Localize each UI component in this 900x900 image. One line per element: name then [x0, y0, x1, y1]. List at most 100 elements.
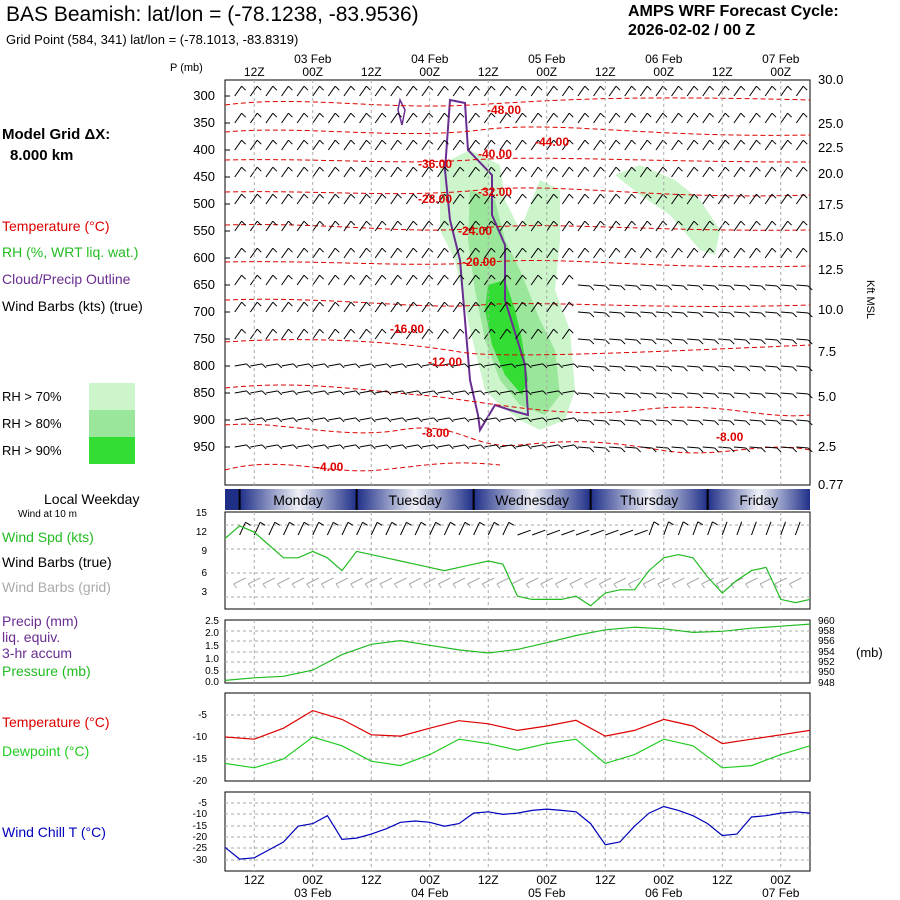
- xs-barb-flag: [293, 444, 298, 450]
- xs-barb: [343, 166, 352, 178]
- xs-barb-flag: [761, 312, 766, 318]
- xs-barb-flag: [615, 112, 621, 118]
- xs-barb-flag: [459, 247, 465, 253]
- wind-barb: [370, 522, 378, 536]
- grid-barb: [423, 577, 436, 585]
- xs-barb-flag: [615, 247, 621, 253]
- xs-barb-flag: [334, 247, 340, 253]
- xs-barb-flag: [475, 247, 480, 253]
- pressure-tick-label: 958: [818, 626, 835, 637]
- xs-barb: [655, 193, 664, 205]
- xs-barb-flag: [678, 193, 683, 199]
- wind-barb: [780, 521, 787, 536]
- xs-barb-flag: [620, 393, 626, 399]
- xs-barb-flag: [303, 85, 309, 91]
- xs-barb: [343, 274, 352, 286]
- wind-barb: [517, 529, 531, 536]
- xs-barb-flag: [288, 193, 293, 199]
- xs-barb: [296, 85, 305, 97]
- xs-barb-flag: [449, 363, 454, 369]
- xs-barb: [483, 247, 492, 259]
- wind-tick-label: 12: [196, 527, 208, 538]
- temp-label: -8.00: [422, 426, 450, 440]
- xs-barb: [531, 444, 544, 448]
- xs-barb-flag: [678, 166, 683, 172]
- xs-barb: [405, 139, 414, 151]
- xs-barb-flag: [444, 193, 449, 199]
- xs-barb: [640, 419, 653, 422]
- xs-barb: [671, 193, 679, 205]
- weekday-label: Friday: [739, 492, 778, 508]
- weekday-label: Monday: [273, 492, 323, 508]
- xs-barb: [515, 328, 523, 340]
- xs-barb-flag: [620, 366, 626, 372]
- top-hour-label: 00Z: [770, 65, 791, 79]
- grid-barb-flag: [525, 583, 530, 589]
- xs-barb: [343, 328, 352, 340]
- xs-barb-flag: [246, 363, 251, 369]
- weekday-label: Thursday: [620, 492, 678, 508]
- xs-barb: [593, 112, 601, 124]
- xs-barb-flag: [428, 274, 434, 280]
- pressure-tick-label: 800: [193, 358, 215, 373]
- xs-barb: [530, 166, 539, 178]
- xs-barb: [483, 139, 492, 151]
- top-hour-label: 12Z: [361, 65, 382, 79]
- xs-barb: [640, 284, 653, 287]
- xs-barb-flag: [366, 166, 371, 172]
- xs-barb: [546, 390, 559, 394]
- xs-barb-flag: [428, 166, 434, 172]
- xs-barb: [390, 139, 399, 151]
- xs-barb-flag: [683, 285, 688, 291]
- xs-barb: [421, 247, 430, 259]
- pressure-tick-label: 500: [193, 196, 215, 211]
- weekday-label: Tuesday: [389, 492, 442, 508]
- xs-barb: [702, 220, 711, 232]
- grid-barb-flag: [335, 583, 340, 589]
- xs-barb: [749, 139, 757, 151]
- xs-barb-flag: [506, 193, 512, 199]
- xs-barb: [390, 444, 403, 448]
- pressure-tick-label: 400: [193, 142, 215, 157]
- weekday-segment: [707, 489, 810, 510]
- xs-barb-flag: [589, 366, 595, 372]
- xs-barb: [749, 112, 757, 124]
- xs-barb: [499, 247, 508, 259]
- xs-barb: [608, 166, 617, 178]
- xs-barb: [795, 220, 804, 232]
- xs-barb-flag: [714, 447, 720, 453]
- xs-barb: [655, 85, 664, 97]
- xs-barb: [639, 166, 648, 178]
- xs-barb: [718, 446, 731, 449]
- xs-barb-flag: [709, 166, 714, 172]
- xs-barb: [671, 446, 684, 449]
- precip-tick-label: 1.5: [205, 641, 219, 652]
- xs-barb: [546, 444, 559, 448]
- xs-barb-flag: [620, 420, 626, 426]
- xs-barb: [764, 193, 773, 205]
- xs-barb: [733, 338, 746, 341]
- xs-barb: [483, 193, 492, 205]
- xs-barb: [593, 247, 601, 259]
- pressure-tick-label: 948: [818, 678, 835, 689]
- xs-barb-flag: [761, 339, 766, 345]
- xs-barb-flag: [506, 85, 512, 91]
- xs-barb-flag: [745, 312, 751, 318]
- xs-barb: [796, 284, 809, 287]
- xs-barb-flag: [787, 247, 792, 253]
- xs-barb-flag: [605, 366, 610, 372]
- xs-barb: [265, 193, 274, 205]
- xs-barb-flag: [475, 220, 480, 226]
- page-title: BAS Beamish: lat/lon = (-78.1238, -83.95…: [6, 3, 419, 26]
- xs-barb-flag: [366, 139, 371, 145]
- xs-barb: [608, 220, 617, 232]
- xs-barb: [702, 112, 711, 124]
- xs-barb: [546, 220, 555, 232]
- xs-barb: [249, 247, 258, 259]
- xs-barb: [297, 417, 310, 421]
- xs-barb-flag: [350, 112, 356, 118]
- xs-barb: [671, 220, 679, 232]
- xs-barb-flag: [366, 220, 371, 226]
- grid-barb: [248, 577, 261, 585]
- xs-barb-flag: [620, 312, 626, 318]
